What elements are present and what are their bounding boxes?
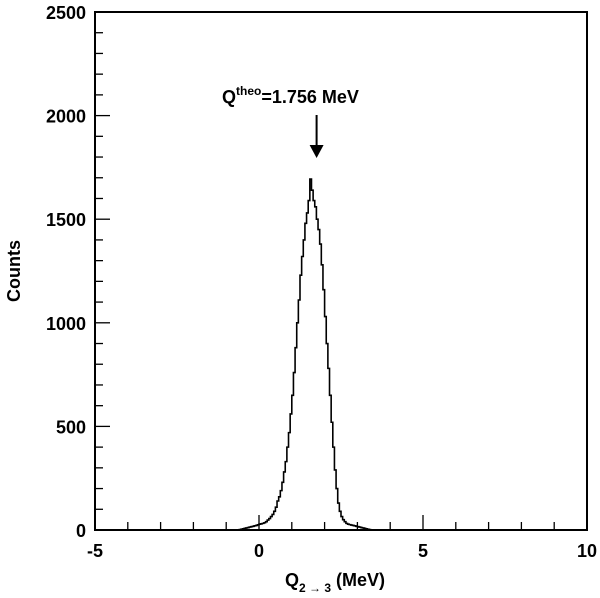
annotation-rest: =1.756 MeV [261,87,359,107]
y-tick-label: 2500 [46,3,86,23]
x-axis-title-unit: (MeV) [331,570,385,590]
x-tick-label: 5 [418,541,428,561]
y-tick-label: 2000 [46,107,86,127]
arrow-down-icon [309,115,324,158]
annotation-main: Q [222,87,236,107]
y-axis-title: Counts [4,240,24,302]
axis-ticks [94,11,588,531]
y-tick-label: 500 [56,417,86,437]
x-tick-label: -5 [87,541,103,561]
x-axis-title: Q2 → 3 (MeV) [285,570,385,595]
y-tick-label: 1000 [46,314,86,334]
annotation-label: Qtheo=1.756 MeV [222,84,359,107]
plot-frame [94,11,588,531]
x-axis-title-main: Q [285,570,299,590]
y-axis-tick-labels: 0 500 1000 1500 2000 2500 [46,3,86,541]
histogram-step-line [238,178,372,531]
x-tick-label: 0 [254,541,264,561]
x-tick-label: 10 [577,541,597,561]
y-tick-label: 0 [76,521,86,541]
x-axis-title-subscript: 2 → 3 [299,581,331,595]
x-axis-tick-labels: -5 0 5 10 [87,541,597,561]
annotation-superscript: theo [236,84,261,98]
y-tick-label: 1500 [46,210,86,230]
